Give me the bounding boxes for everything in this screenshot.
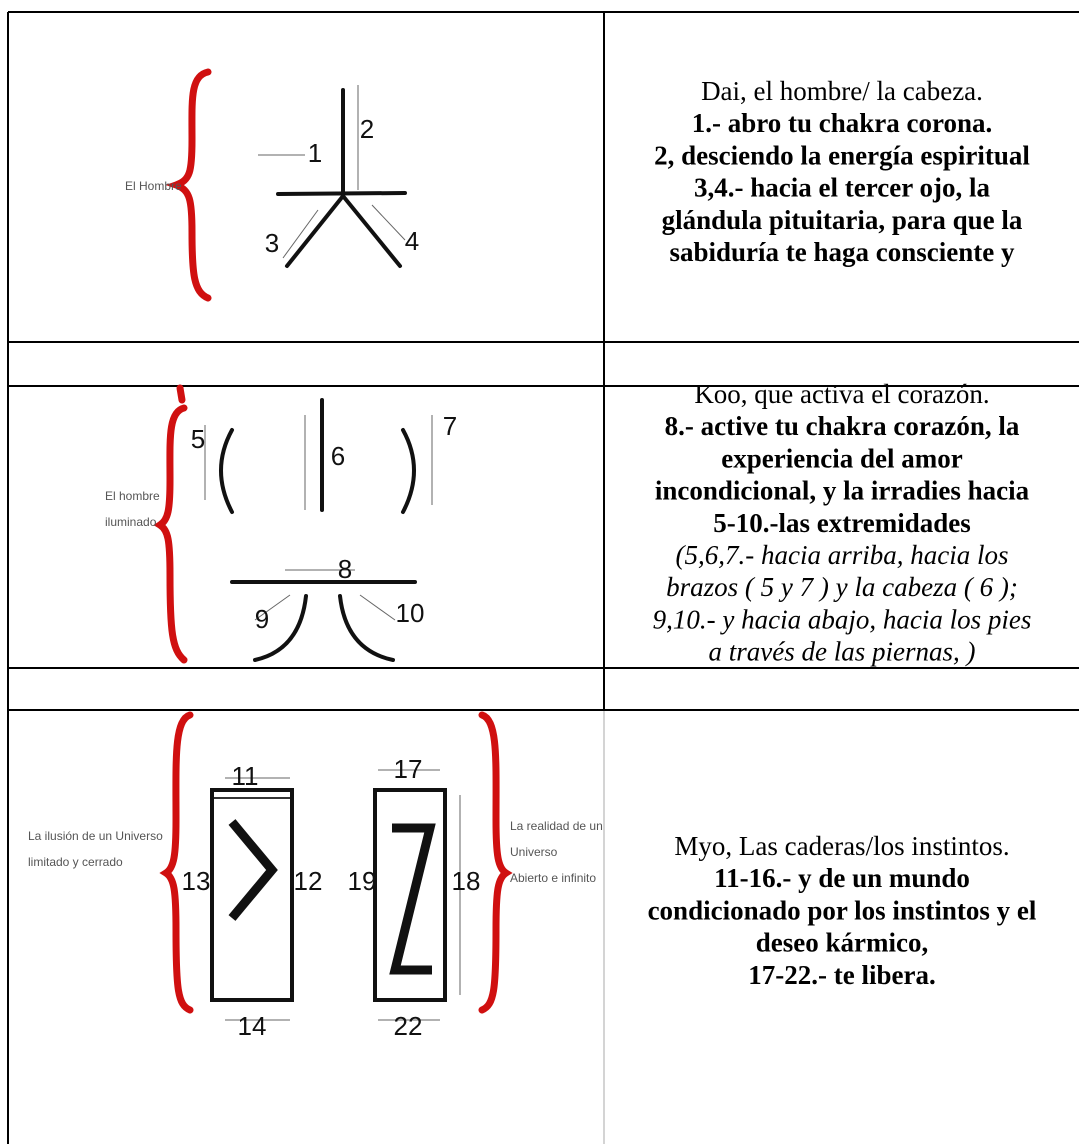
cell-line: 8.- active tu chakra corazón, la (665, 411, 1020, 441)
diagram-hips (159, 711, 513, 1021)
cell-line: 5-10.-las extremidades (713, 508, 970, 538)
diagram-number: 22 (394, 1011, 423, 1041)
diagram-caption: limitado y cerrado (28, 855, 123, 869)
diagram-number: 2 (360, 114, 374, 144)
diagram-number: 13 (182, 866, 211, 896)
cell-title: Dai, el hombre/ la cabeza. (701, 76, 983, 106)
diagram-number: 12 (294, 866, 323, 896)
cell-line: 2, desciendo la energía espiritual (654, 140, 1030, 170)
cell-note: brazos ( 5 y 7 ) y la cabeza ( 6 ); (666, 572, 1018, 602)
table-grid (7, 11, 1079, 1144)
diagram-caption: Universo (510, 845, 558, 859)
diagram-number: 19 (348, 866, 377, 896)
diagram-number: 9 (255, 604, 269, 634)
cell-note: 9,10.- y hacia abajo, hacia los pies (653, 604, 1032, 634)
cell-line: glándula pituitaria, para que la (662, 205, 1023, 235)
cell-line: condicionado por los instintos y el (648, 895, 1037, 925)
diagram-number: 14 (238, 1011, 267, 1041)
diagram-number: 11 (232, 761, 259, 791)
diagram-number: 5 (191, 424, 205, 454)
cell-line: experiencia del amor (721, 443, 962, 473)
diagram-number: 8 (338, 554, 352, 584)
cell-title: Koo, que activa el corazón. (694, 379, 989, 409)
diagram-caption: Abierto e infinito (510, 871, 596, 885)
diagram-number: 17 (394, 754, 423, 784)
cell-line: 3,4.- hacia el tercer ojo, la (694, 173, 990, 203)
diagram-number: 6 (331, 441, 345, 471)
cell-line: sabiduría te haga consciente y (669, 237, 1015, 267)
cell-note: (5,6,7.- hacia arriba, hacia los (676, 540, 1009, 570)
diagram-caption: La realidad de un (510, 819, 603, 833)
diagram-number: 18 (452, 866, 481, 896)
diagram-heart (153, 384, 433, 664)
cell-line: 1.- abro tu chakra corona. (692, 108, 993, 138)
diagram-number: 3 (265, 228, 279, 258)
diagram-number: 7 (443, 411, 457, 441)
diagram-caption: iluminado (105, 515, 157, 529)
diagram-number: 4 (405, 226, 419, 256)
diagram-caption: La ilusión de un Universo (28, 829, 163, 843)
diagram-caption: El hombre (105, 489, 160, 503)
cell-line: incondicional, y la irradies hacia (655, 476, 1030, 506)
diagram-head (165, 68, 407, 302)
cell-line: 11-16.- y de un mundo (714, 863, 970, 893)
diagram-number: 10 (396, 598, 425, 628)
diagram-caption: El Hombre (125, 179, 182, 193)
cell-note: a través de las piernas, ) (709, 637, 976, 667)
cell-line: deseo kármico, (756, 928, 928, 958)
diagram-number: 1 (308, 138, 322, 168)
cell-line: 17-22.- te libera. (748, 960, 935, 990)
cell-title: Myo, Las caderas/los instintos. (674, 831, 1009, 861)
